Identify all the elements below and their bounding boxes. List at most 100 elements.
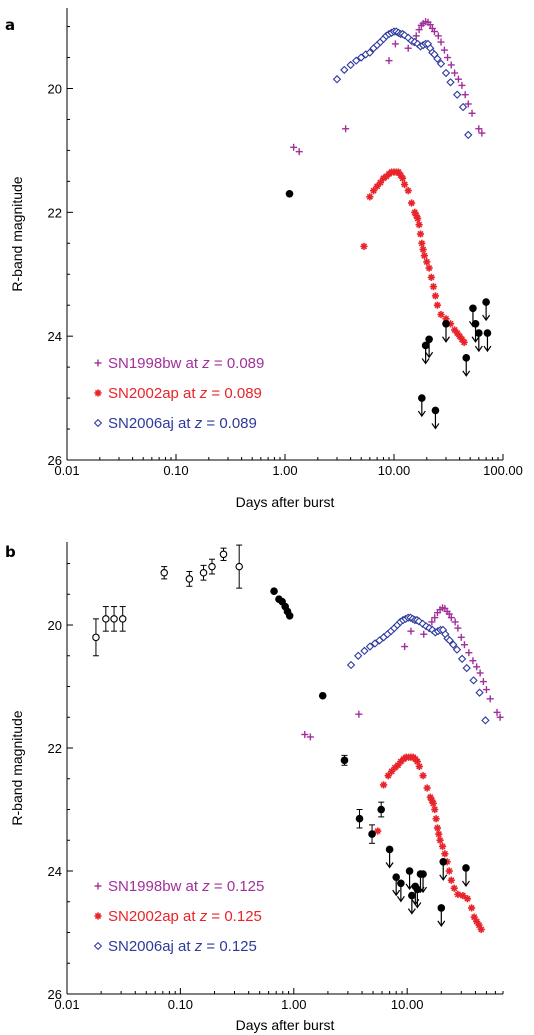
data-point-upper-limits — [405, 867, 414, 875]
data-point-sn1998bw — [447, 61, 455, 69]
data-point-sn2006aj — [357, 53, 366, 62]
legend-prefix: SN2006aj at — [108, 938, 195, 955]
upper-limit-arrowhead — [392, 889, 401, 897]
legend-prefix: SN2002ap at — [108, 385, 200, 402]
legend-label-sn2002ap: SN2002ap at z = 0.089 — [108, 385, 262, 402]
data-point-sn2006aj — [433, 54, 442, 63]
data-point-sn1998bw — [464, 100, 472, 108]
data-point-grb-open — [102, 615, 110, 623]
data-point-upper-limits — [462, 864, 470, 872]
data-point-sn2006aj — [346, 660, 356, 670]
upper-limit-arrowhead — [421, 358, 430, 365]
legend-prefix: SN2002ap at — [108, 908, 200, 925]
legend-prefix: SN1998bw at — [108, 878, 202, 895]
upper-limit-arrowhead — [437, 920, 446, 927]
data-point-grb-open — [110, 615, 118, 623]
data-point-sn2002ap — [429, 799, 437, 807]
legend-suffix: = 0.089 — [202, 415, 257, 432]
data-point-sn2006aj — [469, 676, 478, 685]
data-point-sn2006aj — [462, 663, 471, 673]
upper-limit-arrowhead — [442, 336, 450, 343]
legend-label-sn2006aj: SN2006aj at z = 0.089 — [108, 415, 257, 432]
upper-limit-arrowhead — [462, 370, 471, 377]
data-point-grb-afterglow — [285, 189, 294, 198]
data-point-grb-filled — [270, 587, 278, 595]
data-point-sn2006aj — [446, 78, 455, 87]
data-point-sn1998bw — [428, 618, 436, 626]
data-point-sn2002ap — [400, 180, 409, 189]
data-point-sn2002ap — [450, 884, 458, 892]
data-point-grb-open — [160, 568, 168, 577]
x-tick-label: 0.01 — [54, 997, 79, 1012]
data-point-sn2002ap — [425, 264, 433, 272]
legend-label-sn2002ap: SN2002ap at z = 0.125 — [108, 908, 262, 925]
data-point-sn2006aj — [449, 640, 458, 649]
x-tick-label: 1.00 — [281, 997, 306, 1012]
data-point-sn1998bw — [486, 695, 494, 703]
data-point-sn2006aj — [481, 716, 490, 725]
data-point-grb-open — [92, 633, 100, 642]
x-axis-title: Days after burst — [236, 494, 335, 510]
data-point-grb-filled-err — [368, 830, 376, 838]
y-tick-label: 20 — [48, 618, 62, 633]
y-axis-title: R-band magnitude — [9, 710, 25, 825]
upper-limit-arrowhead — [474, 345, 483, 353]
upper-limit-arrowhead — [417, 410, 426, 418]
data-point-legend-sn2006aj — [93, 941, 103, 951]
data-point-sn1998bw — [440, 46, 448, 54]
data-point-sn2002ap — [427, 273, 435, 281]
data-point-sn2002ap — [366, 193, 374, 201]
x-tick-label: 0.10 — [163, 463, 188, 478]
data-point-sn1998bw — [445, 610, 453, 618]
data-point-grb-open — [118, 615, 127, 623]
data-point-sn1998bw — [342, 125, 350, 133]
data-point-sn2002ap — [431, 292, 440, 300]
upper-limit-arrowhead — [482, 314, 491, 322]
data-point-grb-open — [208, 562, 216, 571]
data-point-sn1998bw — [451, 69, 459, 77]
upper-limit-arrowhead — [461, 880, 470, 887]
data-point-sn1998bw — [469, 657, 477, 665]
data-point-sn1998bw — [404, 44, 412, 52]
data-point-sn1998bw — [454, 75, 462, 83]
legend-suffix: = 0.125 — [210, 878, 265, 895]
x-tick-label: 100.00 — [483, 463, 523, 478]
data-point-sn2006aj — [452, 645, 462, 654]
data-point-upper-limits — [392, 873, 400, 881]
x-tick-label: 0.10 — [168, 997, 193, 1012]
legend-prefix: SN2006aj at — [108, 415, 195, 432]
data-point-sn2002ap — [447, 876, 455, 884]
legend-label-sn2006aj: SN2006aj at z = 0.125 — [108, 938, 257, 955]
data-point-sn2006aj — [365, 48, 374, 57]
data-point-sn1998bw — [290, 143, 298, 151]
legend-prefix: SN1998bw at — [108, 355, 202, 372]
data-point-sn1998bw — [468, 109, 476, 117]
data-point-upper-limits — [431, 406, 440, 415]
data-point-sn1998bw — [401, 643, 409, 651]
data-point-sn1998bw — [391, 40, 399, 48]
data-point-sn1998bw — [476, 669, 484, 677]
data-point-sn2006aj — [436, 59, 446, 68]
data-point-sn2002ap — [419, 245, 427, 254]
data-point-sn2002ap — [441, 850, 449, 858]
data-point-upper-limits — [439, 857, 448, 866]
data-point-sn2006aj — [370, 639, 380, 648]
data-point-upper-limits — [397, 879, 405, 888]
upper-limit-arrowhead — [425, 351, 434, 359]
data-point-grb-filled-err — [355, 814, 364, 823]
legend-suffix: = 0.089 — [210, 355, 265, 372]
data-point-upper-limits — [475, 329, 483, 337]
data-point-sn2006aj — [332, 75, 342, 84]
data-point-upper-limits — [421, 341, 430, 350]
x-tick-label: 0.01 — [54, 463, 79, 478]
data-point-upper-limits — [408, 891, 416, 900]
data-point-sn2006aj — [354, 651, 363, 660]
data-point-grb-open — [219, 550, 228, 559]
data-point-sn2002ap — [468, 904, 476, 912]
upper-limit-arrowhead — [439, 874, 448, 881]
panel-letter: b — [5, 543, 16, 561]
data-point-sn2002ap — [454, 890, 462, 898]
data-point-legend-sn2006aj — [93, 418, 103, 428]
data-point-upper-limits — [442, 319, 450, 328]
